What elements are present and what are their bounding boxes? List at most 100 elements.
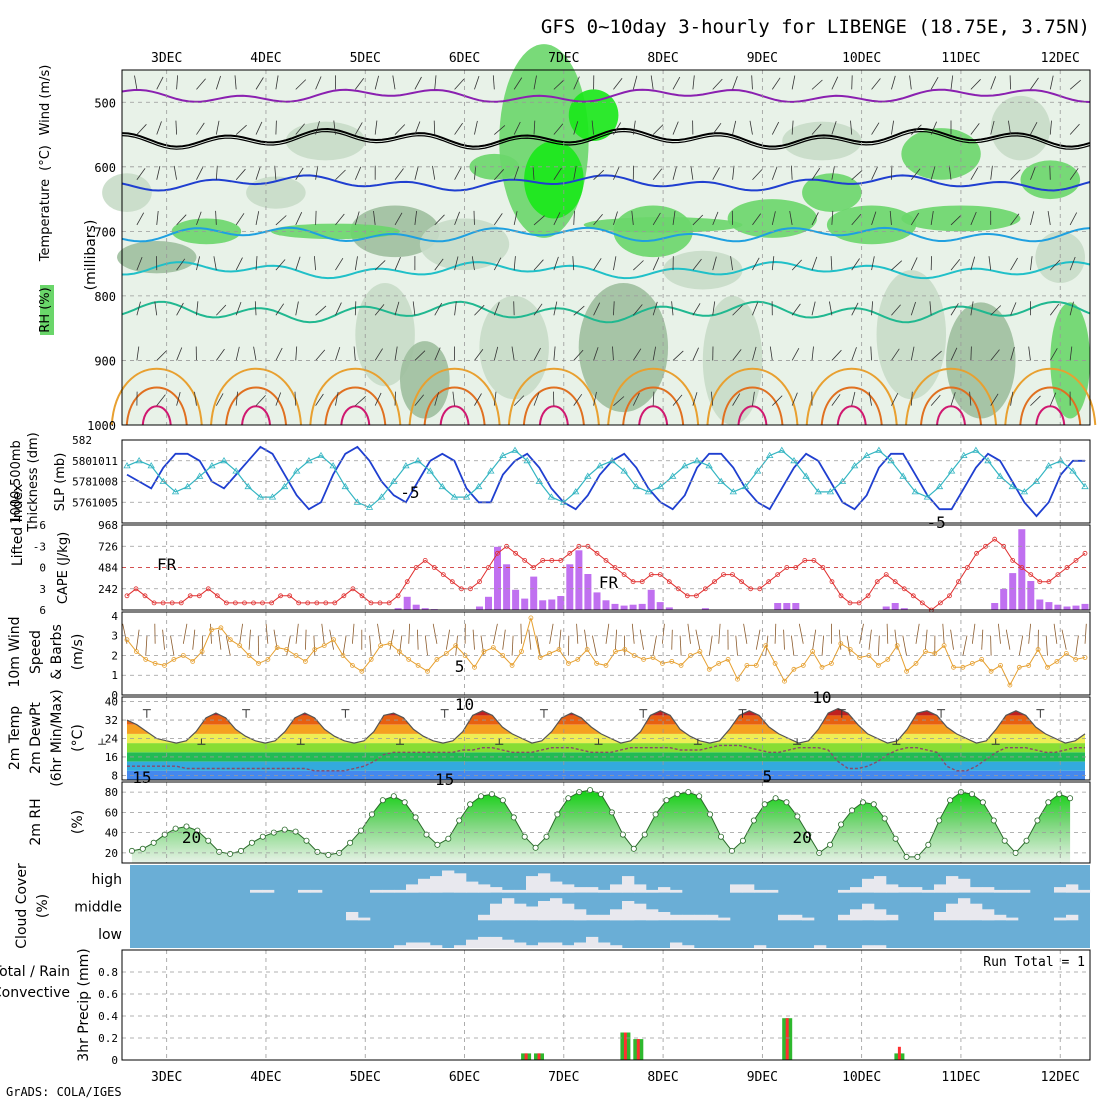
wind10-marker [190,659,196,664]
lifted-index-marker [919,600,925,606]
thickness-marker [462,493,471,500]
wind10-marker [312,647,318,652]
rh2m-marker [172,825,179,832]
rh2m-marker [292,828,299,835]
cape-bar [783,603,791,610]
label-millibars: (millibars) [83,220,99,291]
wind-barb [1030,166,1036,180]
wind-barb [156,350,167,361]
wind-barb [355,396,366,406]
wind-barb [631,210,634,225]
p8-ytick: 0.8 [98,966,118,979]
wind-barb [1069,168,1079,180]
cape-bar [701,608,709,610]
wind-barb [791,303,801,316]
wind-barb [315,305,327,316]
wind-barb [1010,302,1017,316]
wind-barb [275,259,286,271]
rh2m-marker [827,841,834,848]
wind-barb [632,348,642,361]
label-speed: Speed [28,630,44,674]
thickness-line [126,449,1086,509]
lifted-index-marker [802,558,808,563]
wind-barb [1049,120,1052,135]
wind-barb [811,346,814,361]
wind-barb [970,211,977,226]
cloud-low-bar [526,945,539,948]
label-cape: CAPE (J/kg) [56,532,71,604]
wind-barb [294,391,297,406]
wind-barb [732,349,742,361]
wind-barb [136,256,143,271]
wind10-barb [286,635,291,656]
isotherm-20 [121,300,1091,324]
thickness-marker [159,477,168,484]
rh-legend-swatch [40,285,54,335]
wind-barb [235,346,240,361]
wind10-barb [755,629,761,650]
isotherm-30 [721,386,784,426]
wind10-marker [1035,647,1041,652]
wind-barb [692,392,698,406]
wind-barb [891,120,894,135]
wind-barb [335,257,344,271]
wind-barb [573,121,579,135]
thickness-marker [1081,482,1089,490]
wind10-barb [369,635,372,656]
wind-barb [315,210,317,225]
wind10-marker [302,659,308,664]
wind-barb [851,347,857,361]
wind-barb [712,122,722,135]
wind-barb [374,260,386,271]
cape-bar [1000,588,1008,610]
date-label-bottom: 5DEC [350,1070,381,1085]
contour-label: 15 [435,770,454,789]
wind10-marker [490,645,496,650]
wind-barb [811,167,821,180]
isotherm-freezing-2 [121,130,1091,150]
thickness-marker [620,467,628,474]
p6-ytick: 60 [105,806,118,819]
wind10-marker [359,668,365,674]
label-temperature-unit: (°C) [38,145,53,171]
wind10-marker [171,657,177,662]
wind-barb [772,395,783,406]
wind-barb [295,123,305,135]
wind10-marker [1073,657,1078,662]
p3-ytick-left: 6 [39,604,46,617]
rh-patch [270,223,400,240]
wind-barb [732,165,735,180]
thickness-marker [717,477,725,484]
wind-barb [1049,75,1054,90]
lifted-index-marker [694,593,699,599]
wind-barb [851,302,859,316]
isotherm-35 [538,405,569,426]
cloud-middle-bar [586,914,599,921]
isotherm-25 [507,367,600,426]
wind-barb [315,349,326,361]
wind-barb [452,391,455,406]
label-rh-unit: (%) [70,810,86,834]
cloud-middle-bar [634,903,647,921]
wind-barb [553,346,556,361]
wind-barb [354,166,362,180]
lifted-index-marker [992,536,998,542]
wind-barb [215,75,221,90]
wind-barb [910,257,918,271]
wind10-marker [876,663,881,668]
wind-barb [851,391,856,406]
wind10-marker [443,651,449,656]
p2-ytick-left: 578 [72,476,92,489]
wind-barb [275,75,279,90]
wind-barb [394,124,406,135]
wind-barb [1069,301,1074,316]
isotherm-25 [607,367,700,426]
wind10-barb [971,623,976,644]
cloud-high-bar [838,889,851,893]
wind-barb [791,348,800,361]
cape-bar [503,564,511,610]
wind-barb [553,123,564,135]
wind10-marker [349,663,355,668]
wind-barb [1049,303,1060,316]
wind-barb [632,304,643,316]
